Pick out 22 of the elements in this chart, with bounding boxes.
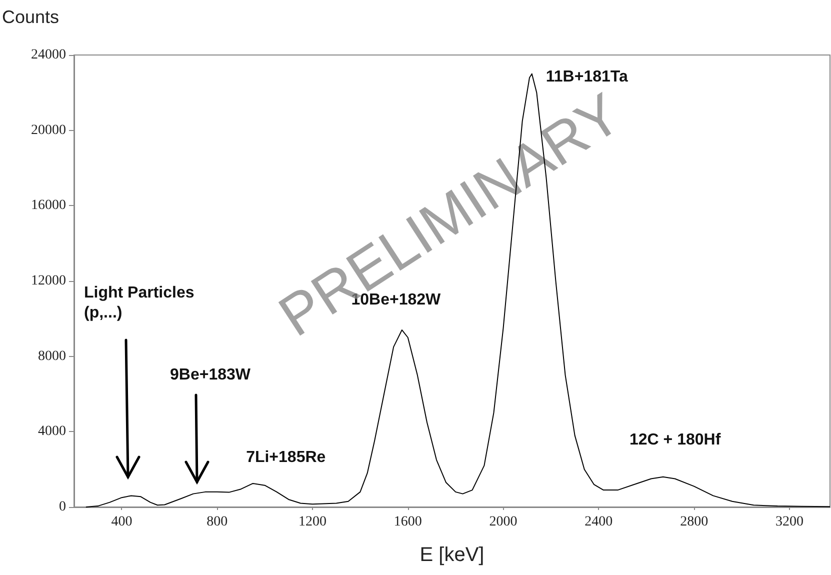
x-tick-label: 1200 bbox=[298, 514, 326, 530]
y-tick-label: 4000 bbox=[38, 424, 66, 440]
x-tick-label: 400 bbox=[111, 514, 132, 530]
x-tick-label: 2000 bbox=[489, 514, 518, 530]
y-tick-label: 24000 bbox=[31, 48, 66, 62]
x-tick-label: 3200 bbox=[775, 514, 804, 530]
x-tick-label: 2400 bbox=[584, 514, 613, 530]
x-axis-title: E [keV] bbox=[420, 544, 484, 566]
annotation: 11B+181Ta bbox=[546, 68, 628, 86]
x-tick-label: 800 bbox=[206, 514, 228, 530]
y-tick-label: 8000 bbox=[38, 348, 66, 364]
x-tick-label: 1600 bbox=[394, 514, 422, 530]
x-tick-label: 2800 bbox=[680, 514, 708, 530]
annotation: 12C + 180Hf bbox=[629, 431, 722, 448]
annotation: Light Particles (p,...) bbox=[84, 284, 194, 322]
annotation: 9Be+183W bbox=[170, 366, 252, 384]
y-tick-label: 16000 bbox=[31, 198, 66, 214]
y-tick-label: 20000 bbox=[31, 122, 66, 138]
y-tick-label: 0 bbox=[59, 500, 66, 514]
y-tick-label: 12000 bbox=[31, 274, 66, 288]
annotation: 7Li+185Re bbox=[246, 448, 326, 466]
y-axis-title: Counts bbox=[2, 7, 60, 27]
